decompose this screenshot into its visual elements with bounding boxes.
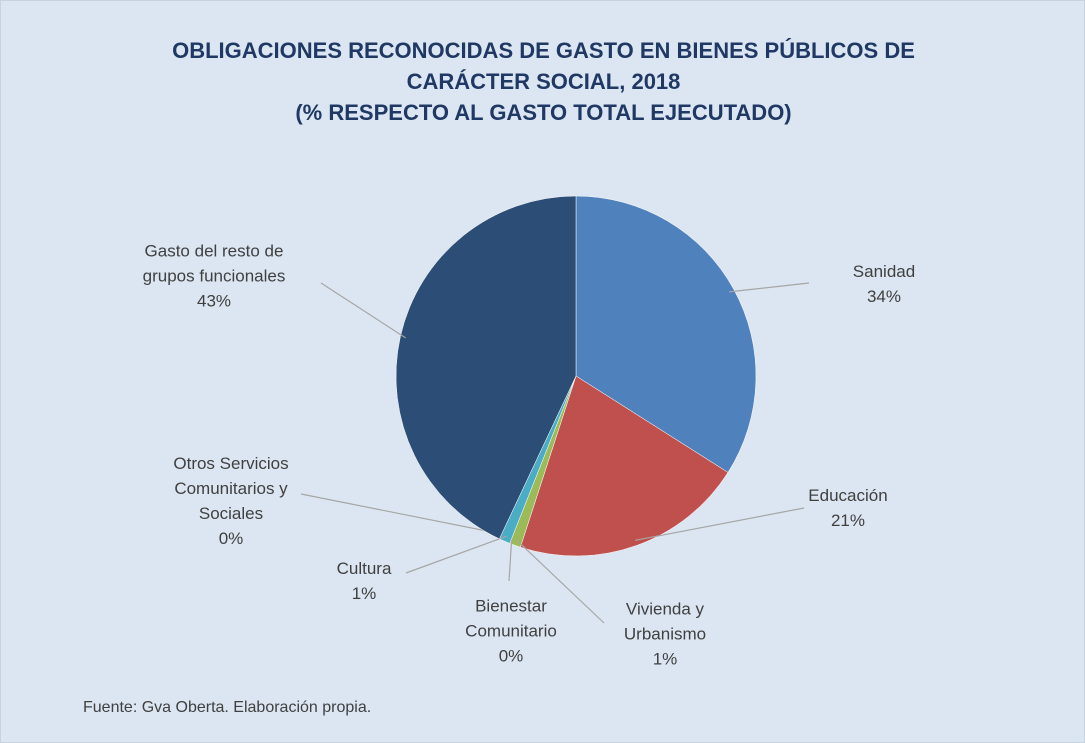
slice-label: Sanidad 34% (853, 259, 915, 309)
value-label: 21% (830, 511, 866, 530)
slice-label: Gasto del resto de grupos funcionales 43% (143, 239, 286, 314)
value-label: 43% (196, 291, 232, 311)
category-label: Gasto del resto de grupos funcionales (142, 241, 286, 286)
leader-line (300, 493, 502, 535)
category-label: Vivienda y Urbanismo (623, 599, 707, 644)
leader-line (516, 539, 605, 624)
pie-slice (575, 195, 757, 473)
leader-line (635, 507, 805, 541)
pie-slice (395, 195, 577, 540)
leader-line (405, 535, 507, 574)
slice-label: Cultura 1% (337, 556, 392, 606)
slice-label: Bienestar Comunitario 0% (465, 594, 557, 669)
category-label: Sanidad (852, 262, 916, 281)
source-note: Fuente: Gva Oberta. Elaboración propia. (83, 699, 372, 716)
slice-label: Otros Servicios Comunitarios y Sociales 0… (173, 451, 288, 551)
chart-title: OBLIGACIONES RECONOCIDAS DE GASTO EN BIE… (172, 38, 915, 125)
leader-line (508, 538, 513, 582)
category-label: Otros Servicios Comunitarios y Sociales (173, 454, 289, 523)
category-label: Bienestar Comunitario (465, 596, 557, 641)
value-label: 34% (866, 287, 902, 306)
value-label: 1% (351, 584, 377, 603)
value-label: 0% (498, 646, 524, 666)
leader-line (728, 282, 810, 293)
value-label: 1% (652, 649, 678, 669)
category-label: Educación (808, 486, 888, 505)
leader-line (320, 282, 406, 339)
pie-slice (520, 375, 729, 557)
slice-label: Educación 21% (808, 483, 887, 533)
slice-label: Vivienda y Urbanismo 1% (624, 597, 706, 672)
category-label: Cultura (336, 559, 392, 578)
value-label: 0% (218, 529, 244, 548)
